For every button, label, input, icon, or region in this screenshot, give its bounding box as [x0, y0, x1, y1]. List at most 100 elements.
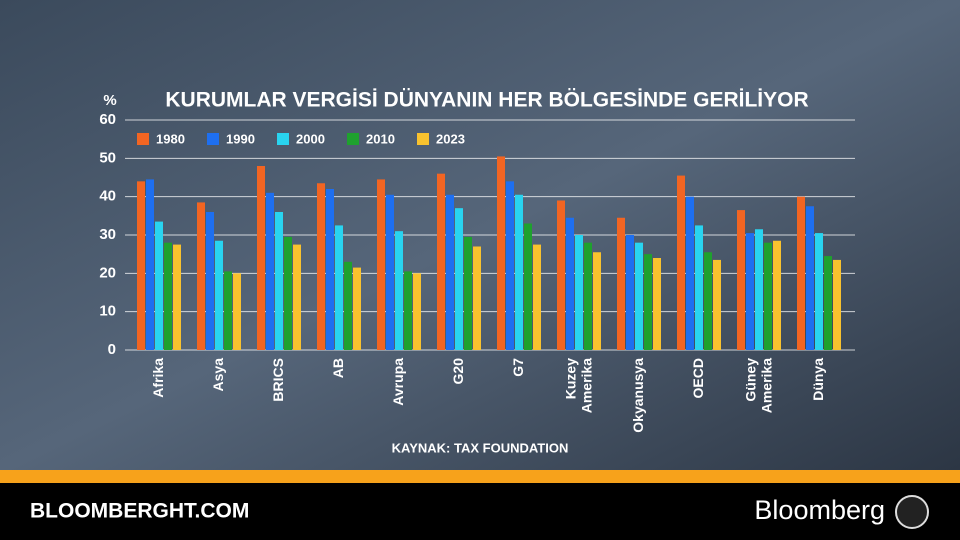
- x-tick-label: GüneyAmerika: [742, 358, 774, 413]
- x-tick-label: G20: [450, 358, 466, 385]
- bar: [266, 192, 274, 350]
- bar: [344, 261, 352, 350]
- footer-stripe: [0, 470, 960, 483]
- bar: [353, 267, 361, 350]
- bar: [704, 252, 712, 350]
- bar: [446, 194, 454, 350]
- bar: [164, 242, 172, 350]
- bar: [833, 259, 841, 350]
- bar: [584, 242, 592, 350]
- bar: [746, 233, 754, 350]
- bar: [713, 259, 721, 350]
- footer-site: BLOOMBERGHT.COM: [30, 500, 249, 523]
- x-tick-label-line: Amerika: [578, 358, 594, 413]
- bar: [695, 225, 703, 350]
- y-tick-label: 40: [99, 188, 116, 205]
- x-tick-label: KuzeyAmerika: [562, 358, 594, 413]
- x-tick-label: Avrupa: [390, 358, 406, 406]
- bar: [257, 166, 265, 350]
- y-tick-label: 50: [99, 149, 116, 166]
- legend-label: 2010: [366, 131, 395, 146]
- x-tick-label-line: Güney: [742, 358, 758, 402]
- bar: [677, 175, 685, 350]
- footer-brand: Bloomberg: [754, 495, 885, 525]
- x-tick-label-line: Kuzey: [562, 358, 578, 399]
- source: KAYNAK: TAX FOUNDATION: [392, 440, 569, 455]
- bar: [764, 242, 772, 350]
- legend-swatch: [347, 133, 359, 145]
- bar: [473, 246, 481, 350]
- bar: [413, 273, 421, 350]
- bar: [326, 189, 334, 350]
- legend-swatch: [277, 133, 289, 145]
- legend-label: 1980: [156, 131, 185, 146]
- y-tick-label: 30: [99, 226, 116, 243]
- legend-label: 1990: [226, 131, 255, 146]
- bar: [455, 208, 463, 350]
- bar: [806, 206, 814, 350]
- bar: [395, 231, 403, 350]
- footer-bar: [0, 483, 960, 540]
- bar: [773, 240, 781, 350]
- bar: [824, 256, 832, 350]
- bar: [284, 236, 292, 350]
- bar: [386, 194, 394, 350]
- legend-swatch: [207, 133, 219, 145]
- x-tick-label: Dünya: [810, 358, 826, 401]
- bar: [755, 229, 763, 350]
- chart-title: KURUMLAR VERGİSİ DÜNYANIN HER BÖLGESİNDE…: [165, 89, 808, 112]
- x-tick-label: Okyanusya: [630, 358, 646, 433]
- x-tick-label: OECD: [690, 358, 706, 398]
- bar: [566, 217, 574, 350]
- y-tick-label: 0: [108, 341, 116, 358]
- bar: [233, 273, 241, 350]
- x-tick-label: Asya: [210, 358, 226, 392]
- y-tick-label: 60: [99, 111, 116, 128]
- bar: [377, 179, 385, 350]
- x-tick-label: G7: [510, 358, 526, 377]
- bar: [137, 181, 145, 350]
- bar: [155, 221, 163, 350]
- bar: [524, 223, 532, 350]
- bar: [686, 196, 694, 350]
- bar: [464, 236, 472, 350]
- bar: [797, 196, 805, 350]
- bar: [224, 271, 232, 350]
- bar: [815, 233, 823, 350]
- bar: [575, 235, 583, 350]
- bar: [635, 242, 643, 350]
- x-tick-label-line: Amerika: [758, 358, 774, 413]
- bar: [146, 179, 154, 350]
- bar: [335, 225, 343, 350]
- bar: [173, 244, 181, 350]
- bar: [497, 156, 505, 350]
- bar: [404, 271, 412, 350]
- bar: [737, 210, 745, 350]
- y-tick-label: 20: [99, 264, 116, 281]
- x-tick-label: Afrika: [150, 358, 166, 398]
- bar: [506, 181, 514, 350]
- bar: [515, 194, 523, 350]
- legend-swatch: [137, 133, 149, 145]
- bar: [644, 254, 652, 350]
- y-axis-label: %: [103, 92, 116, 109]
- bar: [197, 202, 205, 350]
- logo: [895, 495, 929, 529]
- legend-label: 2000: [296, 131, 325, 146]
- bar: [653, 258, 661, 350]
- bar: [215, 240, 223, 350]
- bar: [275, 212, 283, 350]
- x-tick-label: AB: [330, 358, 346, 378]
- bar: [626, 235, 634, 350]
- bar: [533, 244, 541, 350]
- y-tick-label: 10: [99, 303, 116, 320]
- bar: [593, 252, 601, 350]
- bar: [293, 244, 301, 350]
- bar: [206, 212, 214, 350]
- legend-label: 2023: [436, 131, 465, 146]
- bar: [437, 173, 445, 350]
- bar: [557, 200, 565, 350]
- bar: [317, 183, 325, 350]
- legend-swatch: [417, 133, 429, 145]
